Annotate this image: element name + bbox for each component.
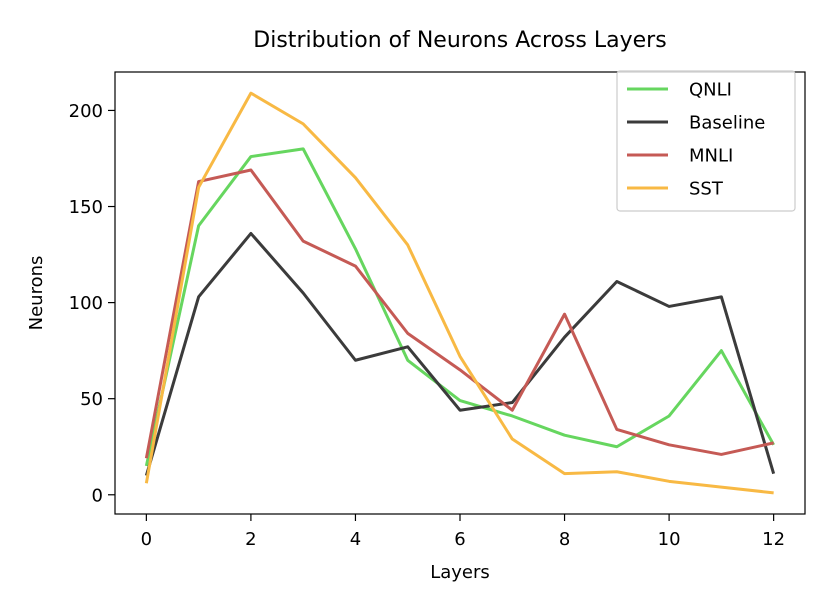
legend-label-mnli: MNLI: [689, 146, 733, 167]
series-line-sst: [144, 91, 774, 495]
x-tick-label: 6: [454, 529, 465, 550]
x-tick-label: 4: [350, 529, 361, 550]
chart-title: Distribution of Neurons Across Layers: [253, 28, 666, 53]
series-line-baseline: [144, 231, 776, 476]
legend-label-baseline: Baseline: [689, 113, 765, 134]
x-tick-label: 8: [559, 529, 570, 550]
x-tick-label: 10: [658, 529, 681, 550]
x-tick-label: 0: [141, 529, 152, 550]
legend-label-qnli: QNLI: [689, 80, 732, 101]
y-tick-label: 100: [69, 293, 103, 314]
x-tick-label: 2: [245, 529, 256, 550]
legend-box: [616, 70, 796, 212]
series-line-qnli: [144, 147, 775, 467]
y-tick-label: 200: [69, 101, 103, 122]
x-axis-label: Layers: [430, 562, 490, 583]
y-axis-label: Neurons: [26, 256, 47, 331]
x-axis: 0 2 4 6 8 10 12: [141, 514, 785, 550]
legend: QNLI Baseline MNLI SST: [616, 70, 796, 212]
y-tick-label: 150: [69, 197, 103, 218]
y-axis: 0 50 100 150 200: [69, 101, 115, 506]
y-tick-label: 50: [80, 389, 103, 410]
legend-label-sst: SST: [689, 179, 724, 200]
series-line-mnli: [144, 168, 774, 459]
x-tick-label: 12: [762, 529, 785, 550]
series-layer: [144, 91, 776, 495]
y-tick-label: 0: [92, 485, 103, 506]
